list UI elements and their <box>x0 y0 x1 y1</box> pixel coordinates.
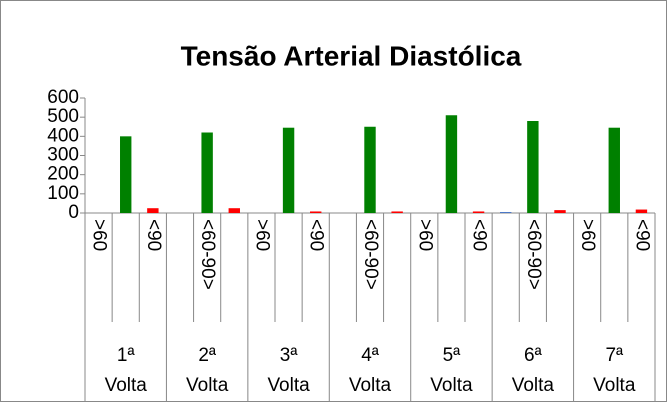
bar <box>500 212 512 213</box>
x-tick-label: >60 <box>89 219 110 251</box>
group-label: 1ª Volta <box>105 345 148 396</box>
bar <box>364 126 376 213</box>
bar <box>445 115 458 213</box>
bar <box>472 211 485 213</box>
bar <box>282 127 295 213</box>
group-label: 7ª Volta <box>593 345 636 396</box>
bar <box>147 208 159 213</box>
x-tick-label: <90 <box>631 219 652 251</box>
y-tick-label: 500 <box>47 106 79 127</box>
group-label: 3ª Volta <box>267 345 310 396</box>
group-label: 4ª Volta <box>349 345 392 396</box>
bar <box>608 127 620 213</box>
x-tick-label: >60 <box>414 219 435 251</box>
x-tick-label: <90 <box>143 219 164 251</box>
group-label: 5ª Volta <box>430 345 473 396</box>
x-tick-label: <60-90> <box>523 219 544 290</box>
y-tick-label: 0 <box>68 202 79 223</box>
y-tick-label: 400 <box>47 125 79 146</box>
x-tick-label: <60-90> <box>360 219 381 290</box>
x-tick-label: <90 <box>306 219 327 251</box>
y-tick-label: 600 <box>47 87 79 108</box>
bar <box>554 210 566 213</box>
y-tick-label: 300 <box>47 145 79 166</box>
bar <box>228 208 240 213</box>
x-tick-label: >60 <box>251 219 272 251</box>
x-tick-label: <90 <box>469 219 490 251</box>
bar <box>201 132 213 213</box>
bar <box>391 211 403 213</box>
group-label: 6ª Volta <box>512 345 555 396</box>
bar <box>635 209 648 213</box>
bar <box>310 211 322 213</box>
x-tick-label: >60 <box>577 219 598 251</box>
y-tick-label: 100 <box>47 183 79 204</box>
x-tick-label: <60-90> <box>197 219 218 290</box>
group-label: 2ª Volta <box>186 345 229 396</box>
bar <box>120 136 132 213</box>
bar <box>527 121 539 213</box>
y-tick-label: 200 <box>47 164 79 185</box>
chart-title: Tensão Arterial Diastólica <box>181 40 522 71</box>
